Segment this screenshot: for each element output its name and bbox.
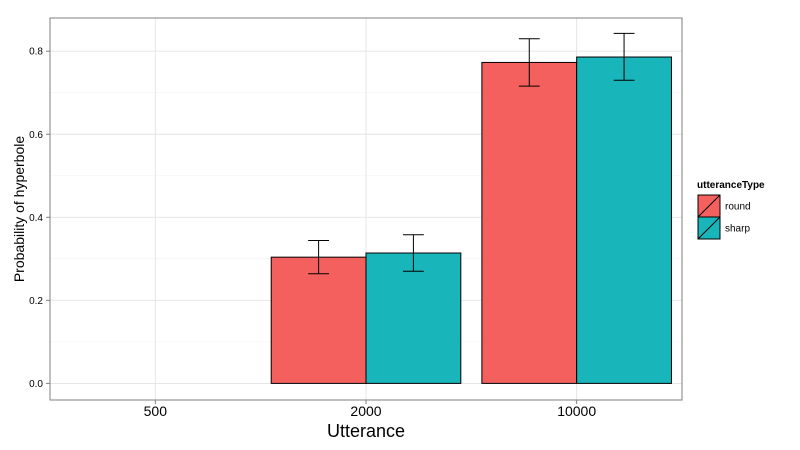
legend-key-slash [697, 194, 721, 218]
legend-label-sharp: sharp [725, 224, 750, 235]
x-axis-title: Utterance [327, 421, 405, 441]
x-tick-label: 500 [144, 403, 168, 419]
bar-sharp-10000 [576, 56, 672, 384]
legend-label-round: round [725, 202, 751, 213]
x-axis: 500 2000 10000 [144, 400, 596, 419]
bar-round-2000 [270, 256, 367, 384]
y-tick-label: 0.0 [29, 379, 43, 390]
bars [270, 56, 672, 384]
x-tick-label: 10000 [557, 403, 596, 419]
x-tick-label: 2000 [350, 403, 381, 419]
y-tick-label: 0.4 [29, 213, 43, 224]
legend-key-slash [697, 216, 721, 240]
legend-title: utteranceType [697, 180, 765, 191]
y-tick-label: 0.8 [29, 47, 43, 58]
error-bars [308, 32, 635, 275]
y-tick-label: 0.6 [29, 130, 43, 141]
y-axis: 0.0 0.2 0.4 0.6 0.8 [29, 47, 50, 390]
y-tick-label: 0.2 [29, 296, 43, 307]
legend: utteranceType round sharp [697, 180, 765, 240]
bar-sharp-2000 [365, 252, 462, 384]
y-axis-title: Probability of hyperbole [11, 136, 27, 283]
bar-round-10000 [481, 61, 578, 384]
